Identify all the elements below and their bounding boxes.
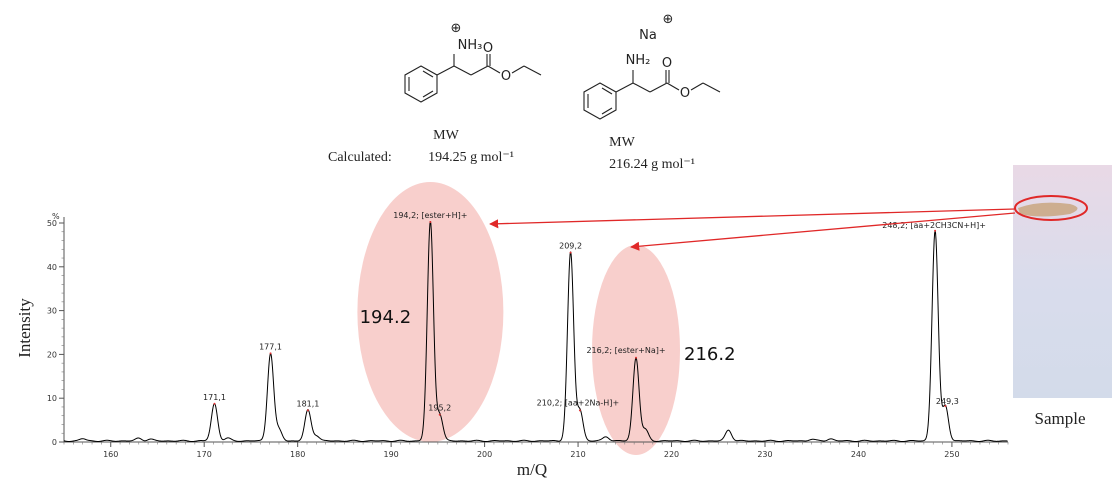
sodium-cation: Na (639, 28, 657, 43)
sample-image (1013, 165, 1112, 398)
x-tick-label: 230 (757, 450, 772, 459)
structure-left-mw: MW (433, 128, 459, 143)
calculated-label: Calculated: (328, 150, 392, 165)
peak-label: 248,2; [aa+2CH3CN+H]+ (882, 221, 986, 230)
peak-label: 249,3 (936, 397, 959, 406)
x-tick-label: 170 (197, 450, 212, 459)
x-tick-label: 200 (477, 450, 492, 459)
structure-left: ⊕ NH₃ O O MW 194.25 g mol⁻¹ (404, 21, 542, 165)
peak-label: 209,2 (559, 242, 582, 251)
structure-left-bonds (436, 54, 542, 76)
y-axis-unit: % (52, 212, 60, 221)
peak-labels: 171,1 177,1 181,1 194,2; [ester+H]+ 195,2 209… (203, 211, 986, 416)
highlight-ellipse (592, 245, 681, 455)
structure-right-value: 216.24 g mol⁻¹ (609, 157, 695, 172)
structure-right: Na ⊕ NH₂ O O MW 216.24 g mol⁻¹ (583, 12, 721, 172)
structure-left-amine: NH₃ (458, 38, 483, 53)
benzene-ring-icon (583, 82, 617, 120)
sample-caption: Sample (1035, 409, 1086, 428)
peak-marker (429, 221, 432, 223)
structure-right-mw: MW (609, 135, 635, 150)
highlight-layer (357, 182, 681, 455)
spectrum-line (63, 221, 1008, 443)
peak-label: 194,2; [ester+H]+ (393, 211, 467, 220)
peak-marker (306, 409, 309, 412)
x-tick-label: 240 (851, 450, 866, 459)
y-tick-label: 0 (52, 438, 57, 447)
x-tick-label: 250 (944, 450, 959, 459)
peak-marker (438, 413, 441, 416)
y-tick-label: 30 (47, 307, 57, 316)
arrow-to-194 (489, 208, 1016, 229)
highlight-labels: 194.2 216.2 (360, 307, 736, 365)
x-tick-label: 160 (103, 450, 118, 459)
peak-label: 181,1 (296, 399, 319, 408)
peak-marker (635, 356, 638, 359)
structure-left-carbonyl-o: O (483, 41, 493, 56)
x-tick-label: 180 (290, 450, 305, 459)
y-axis-label: Intensity (15, 298, 34, 358)
structure-right-carbonyl-o: O (662, 56, 672, 71)
spectrum-plot (63, 221, 1008, 443)
y-tick-label: 40 (47, 263, 57, 272)
structure-right-amine: NH₂ (626, 53, 651, 68)
annotation-arrows (489, 208, 1016, 251)
highlight-value-label: 216.2 (684, 344, 736, 365)
x-axis-label: m/Q (517, 460, 547, 479)
structure-right-bonds (615, 70, 721, 93)
peak-label: 210,2; [aa+2Na-H]+ (537, 398, 619, 407)
peak-label: 177,1 (259, 342, 282, 351)
peak-marker (934, 229, 937, 232)
chart-axes: 160 170 180 190 200 210 220 230 240 250 0 10 20 30 40 5… (47, 217, 1009, 459)
peak-marker (944, 404, 947, 407)
arrow-to-216 (630, 212, 1016, 251)
peak-marker (569, 251, 572, 254)
peak-label: 216,2; [ester+Na]+ (586, 346, 665, 355)
peak-marker (213, 402, 216, 405)
peak-marker (269, 352, 272, 355)
y-tick-label: 50 (47, 219, 57, 228)
structure-left-value: 194.25 g mol⁻¹ (428, 150, 514, 165)
benzene-ring-icon (404, 65, 438, 103)
charge-icon: ⊕ (663, 12, 674, 27)
peak-label: 171,1 (203, 393, 226, 402)
peak-label: 195,2 (428, 404, 451, 413)
y-tick-label: 20 (47, 350, 57, 359)
peak-marker (578, 409, 581, 412)
y-tick-label: 10 (47, 394, 57, 403)
highlight-ellipse (357, 182, 504, 442)
x-tick-label: 220 (664, 450, 679, 459)
structure-right-ester-o: O (680, 86, 690, 101)
x-tick-label: 190 (383, 450, 398, 459)
charge-icon: ⊕ (451, 21, 462, 36)
x-tick-label: 210 (570, 450, 585, 459)
sample-spot-marker (1014, 195, 1088, 221)
structure-left-ester-o: O (501, 69, 511, 84)
highlight-value-label: 194.2 (360, 307, 412, 328)
